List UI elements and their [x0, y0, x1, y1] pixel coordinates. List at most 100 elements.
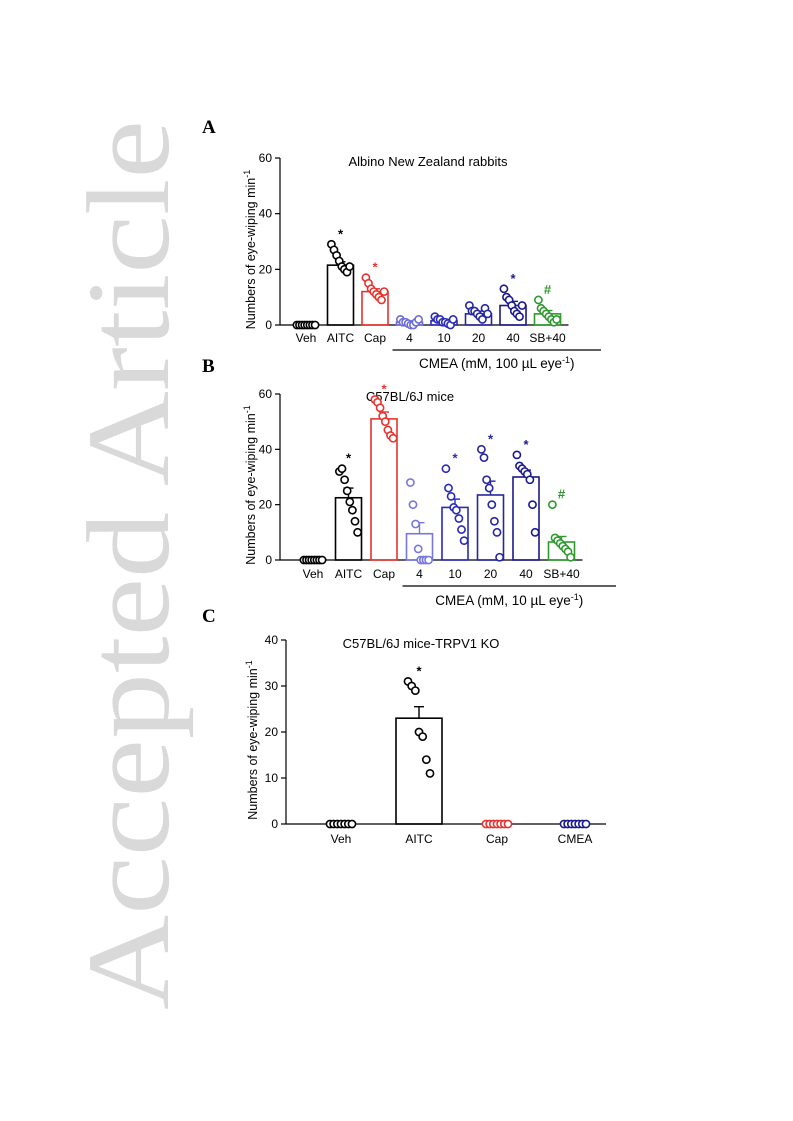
panel-letter: C [202, 606, 216, 627]
data-point [492, 527, 502, 537]
significance-mark: * [510, 271, 516, 286]
y-tick-label: 40 [265, 633, 279, 647]
y-axis-label: Numbers of eye-wiping min-1 [244, 660, 260, 819]
data-point [530, 527, 540, 537]
data-point [515, 312, 524, 322]
category-label: 4 [406, 331, 413, 345]
group-label-close: ) [579, 593, 584, 608]
significance-mark: * [523, 437, 529, 452]
bar-4 [441, 506, 469, 561]
data-point [534, 295, 543, 305]
category-label: Veh [303, 567, 324, 581]
y-axis-label: Numbers of eye-wiping min-1 [242, 170, 258, 329]
data-point [353, 527, 362, 537]
category-label: CMEA [558, 832, 593, 846]
y-axis-label-superscript: -1 [244, 660, 254, 668]
data-point [477, 315, 487, 324]
data-point [444, 483, 453, 493]
data-point [380, 417, 390, 427]
data-point [411, 519, 420, 529]
y-axis-label-text: Numbers of eye-wiping min [246, 668, 260, 819]
panel-letter: A [202, 117, 216, 138]
category-label: Cap [364, 331, 386, 345]
data-point [347, 505, 357, 515]
group-label-superscript: -1 [571, 592, 579, 602]
chart-title: C57BL/6J mice [366, 389, 454, 404]
data-point [441, 464, 451, 474]
data-point [517, 301, 527, 310]
data-point [413, 544, 423, 554]
significance-mark: # [558, 487, 566, 502]
data-point [454, 514, 464, 523]
data-point [418, 732, 428, 741]
data-point [424, 555, 433, 565]
data-point [345, 497, 355, 507]
category-label: 40 [519, 567, 533, 581]
significance-mark: * [381, 382, 387, 397]
y-tick-label: 40 [259, 207, 273, 221]
y-tick-label: 20 [259, 262, 273, 276]
data-point [421, 755, 431, 764]
y-tick-label: 20 [265, 725, 279, 739]
data-point [484, 483, 494, 493]
y-tick-label: 20 [259, 498, 273, 512]
data-point [548, 500, 557, 510]
data-point [388, 433, 398, 443]
data-point [495, 552, 504, 562]
data-point [528, 500, 537, 510]
data-point [499, 284, 509, 294]
data-point [566, 552, 575, 562]
significance-mark: * [346, 451, 352, 466]
watermark-text: Accepted Article [63, 120, 194, 1010]
data-point [483, 309, 492, 319]
category-label: 20 [472, 331, 486, 345]
data-point [459, 536, 469, 546]
group-label: CMEA (mM, 10 µL eye-1) [435, 592, 583, 608]
y-tick-label: 60 [259, 151, 273, 165]
category-label: AITC [405, 832, 433, 846]
data-point [503, 819, 513, 829]
y-tick-label: 0 [265, 553, 272, 567]
significance-mark: * [372, 260, 378, 275]
y-axis-label: Numbers of eye-wiping min-1 [242, 405, 258, 564]
group-label-text: CMEA (mM, 100 µL eye [419, 356, 562, 371]
data-point [425, 769, 435, 778]
significance-mark: * [338, 226, 344, 241]
category-label: 10 [437, 331, 451, 345]
data-point [342, 486, 352, 496]
category-label: Cap [373, 567, 395, 581]
significance-mark: # [544, 282, 552, 297]
category-label: SB+40 [543, 567, 580, 581]
y-axis-label-superscript: -1 [242, 405, 252, 413]
significance-mark: * [416, 663, 422, 678]
data-point [457, 525, 466, 534]
data-point [350, 516, 360, 526]
y-tick-label: 60 [259, 387, 273, 401]
data-point [581, 819, 591, 829]
data-point [379, 287, 389, 296]
data-point [552, 315, 561, 324]
y-tick-label: 30 [265, 679, 279, 693]
data-point [345, 262, 354, 271]
group-label-superscript: -1 [562, 355, 570, 365]
category-label: Veh [331, 832, 352, 846]
data-point [375, 403, 385, 413]
y-tick-label: 0 [271, 817, 278, 831]
panel-a: A Albino New Zealand rabbits 0 20 40 60Number… [202, 117, 601, 371]
y-axis-label-text: Numbers of eye-wiping min [244, 178, 258, 329]
category-label: 20 [484, 567, 498, 581]
y-tick-label: 0 [265, 318, 272, 332]
y-tick-label: 40 [259, 442, 273, 456]
data-point [405, 478, 415, 487]
data-point [479, 453, 489, 463]
category-label: AITC [327, 331, 355, 345]
category-label: SB+40 [529, 331, 566, 345]
data-point [337, 464, 347, 474]
data-point [408, 500, 418, 510]
data-point [347, 819, 357, 829]
chart-title: C57BL/6J mice-TRPV1 KO [343, 636, 500, 651]
data-point [446, 491, 456, 501]
